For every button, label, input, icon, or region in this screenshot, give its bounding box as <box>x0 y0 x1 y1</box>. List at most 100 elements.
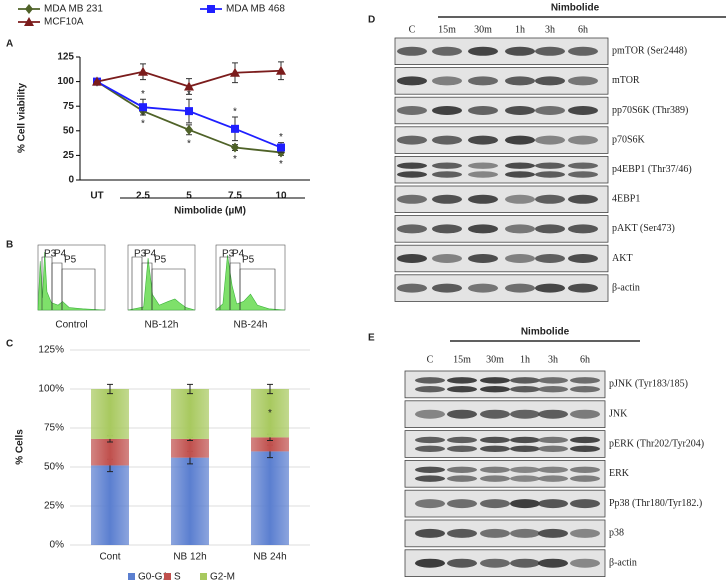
band <box>480 499 510 509</box>
band <box>480 558 510 568</box>
band <box>510 386 540 393</box>
lane-label: 15m <box>453 354 471 365</box>
lane-label: 1h <box>515 24 525 35</box>
band <box>570 558 600 568</box>
band <box>568 194 598 204</box>
band <box>510 528 540 538</box>
band <box>397 194 427 204</box>
bar-segment <box>91 389 129 439</box>
significance: * <box>141 119 145 130</box>
band <box>570 528 600 538</box>
band <box>538 436 568 444</box>
band <box>447 558 477 568</box>
gate-label: P3 <box>44 249 57 260</box>
lane-label: 3h <box>545 24 555 35</box>
legend-label: MDA MB 468 <box>226 4 285 15</box>
lane-label: 30m <box>486 354 504 365</box>
band <box>505 283 535 293</box>
y-axis-label: % Cell viability <box>17 83 28 153</box>
gate-label: P5 <box>242 255 255 266</box>
y-tick-label: 75% <box>44 423 64 434</box>
flow-histogram <box>215 255 286 311</box>
row-label: mTOR <box>612 75 640 86</box>
band <box>432 283 462 293</box>
band <box>468 254 498 263</box>
band <box>535 135 565 145</box>
band <box>415 466 445 473</box>
bar-segment <box>171 389 209 439</box>
marker <box>138 66 148 76</box>
error-bar <box>187 383 193 395</box>
panel-letter: E <box>368 333 375 344</box>
band <box>568 76 598 86</box>
significance: * <box>187 138 191 149</box>
band <box>535 162 565 169</box>
band <box>535 106 565 115</box>
band <box>447 436 477 444</box>
band <box>538 466 568 473</box>
band <box>397 135 427 145</box>
band <box>415 558 445 568</box>
band <box>505 106 535 115</box>
y-tick-label: 100 <box>57 76 74 87</box>
band <box>432 171 462 178</box>
blot-strip <box>394 155 609 184</box>
treatment-label: Nimbolide <box>551 3 600 14</box>
band <box>480 528 510 538</box>
legend-marker <box>25 4 33 14</box>
band <box>505 162 535 169</box>
band <box>535 76 565 86</box>
x-tick-label: NB 12h <box>173 552 206 563</box>
legend-swatch <box>200 573 207 580</box>
row-label: AKT <box>612 253 633 264</box>
significance: * <box>279 159 283 170</box>
band <box>447 445 477 453</box>
gate-label: P4 <box>54 249 67 260</box>
marker <box>184 81 194 91</box>
marker <box>139 103 147 112</box>
lane-label: 1h <box>520 354 530 365</box>
blot-strip <box>394 185 609 214</box>
significance: * <box>279 132 283 143</box>
flow-label: Control <box>55 320 87 331</box>
band <box>510 499 540 509</box>
gate-label: P3 <box>222 249 235 260</box>
row-label: 4EBP1 <box>612 194 640 205</box>
band <box>510 466 540 473</box>
band <box>432 224 462 234</box>
row-label: pAKT (Ser473) <box>612 223 675 234</box>
band <box>397 162 427 169</box>
row-label: pERK (Thr202/Tyr204) <box>609 438 704 449</box>
band <box>505 171 535 178</box>
significance: * <box>233 107 237 118</box>
band <box>397 171 427 178</box>
flow-frame <box>127 244 196 311</box>
panel-letter: C <box>6 339 13 350</box>
band <box>415 528 445 538</box>
lane-label: C <box>409 24 416 35</box>
band <box>447 466 477 473</box>
y-tick-label: 75 <box>63 101 75 112</box>
row-label: p4EBP1 (Thr37/46) <box>612 164 692 175</box>
band <box>510 558 540 568</box>
band <box>432 194 462 204</box>
band <box>415 499 445 509</box>
bar-segment <box>251 389 289 438</box>
flow-label: NB-12h <box>145 320 179 331</box>
band <box>447 409 477 419</box>
gate <box>61 268 96 310</box>
marker <box>92 76 102 86</box>
band <box>505 76 535 86</box>
significance: * <box>268 408 272 419</box>
lane-label: 30m <box>474 24 492 35</box>
band <box>568 224 598 234</box>
treatment-label: Nimbolide <box>521 327 570 338</box>
flow-label: NB-24h <box>234 320 268 331</box>
band <box>447 377 477 384</box>
band <box>432 162 462 169</box>
band <box>568 46 598 56</box>
band <box>468 224 498 234</box>
x-tick-label: 2.5 <box>136 191 150 202</box>
gate-label: P3 <box>134 249 147 260</box>
band <box>397 254 427 263</box>
